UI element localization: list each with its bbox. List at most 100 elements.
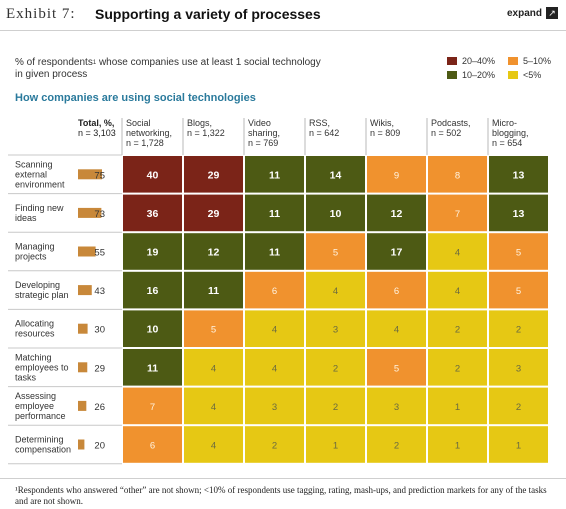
total-bar bbox=[78, 246, 96, 257]
heatmap-cell-value: 2 bbox=[333, 402, 338, 413]
heatmap-cell-value: 3 bbox=[516, 363, 521, 374]
heatmap-cell bbox=[305, 155, 366, 194]
heatmap-cell-value: 7 bbox=[455, 209, 460, 220]
heatmap-cell bbox=[427, 386, 488, 426]
heatmap-cell bbox=[244, 425, 305, 464]
column-header-label: n = 502 bbox=[431, 128, 461, 138]
heatmap-cell-value: 3 bbox=[333, 325, 338, 336]
heatmap-cell bbox=[244, 193, 305, 233]
expand-arrow-icon[interactable]: ↗ bbox=[546, 7, 558, 19]
row-label: Matching bbox=[15, 352, 52, 362]
row-label: environment bbox=[15, 179, 65, 189]
heatmap-cell bbox=[305, 386, 366, 426]
heatmap-cell bbox=[183, 425, 244, 464]
total-bar bbox=[78, 400, 87, 411]
heatmap-cell bbox=[244, 232, 305, 271]
row-label: Scanning bbox=[15, 159, 53, 169]
heatmap-cell-value: 4 bbox=[455, 248, 460, 259]
row-label: Allocating bbox=[15, 319, 54, 329]
column-header-label: Social bbox=[126, 118, 151, 128]
heatmap-cell bbox=[305, 309, 366, 348]
heatmap-cell bbox=[183, 270, 244, 310]
heatmap-cell bbox=[122, 309, 183, 348]
heatmap-cell-value: 11 bbox=[269, 208, 280, 220]
column-header-label: Micro- bbox=[492, 118, 517, 128]
heatmap-cell-value: 4 bbox=[455, 286, 460, 297]
heatmap-cell-value: 5 bbox=[516, 286, 521, 297]
heatmap-cell-value: 29 bbox=[208, 169, 220, 181]
total-value: 30 bbox=[94, 325, 105, 336]
column-header-label: n = 769 bbox=[248, 138, 278, 148]
heatmap-cell bbox=[183, 348, 244, 387]
heatmap-cell-value: 4 bbox=[211, 441, 216, 452]
total-bar bbox=[78, 362, 88, 373]
heatmap-cell bbox=[366, 348, 427, 387]
heatmap-cell bbox=[183, 232, 244, 271]
heatmap-cell-value: 40 bbox=[147, 169, 159, 181]
heatmap-cell bbox=[488, 386, 549, 426]
row-label: Finding new bbox=[15, 203, 64, 213]
total-value: 43 bbox=[94, 286, 105, 297]
legend-label: 20–40% bbox=[462, 56, 496, 66]
row-label: performance bbox=[15, 411, 66, 421]
heatmap-cell bbox=[488, 425, 549, 464]
heatmap-cell bbox=[244, 348, 305, 387]
heatmap-cell-value: 4 bbox=[394, 325, 399, 336]
total-value: 26 bbox=[94, 402, 105, 413]
chart-title: Supporting a variety of processes bbox=[95, 6, 321, 22]
heatmap-cell-value: 2 bbox=[455, 363, 460, 374]
row-label: Developing bbox=[15, 280, 60, 290]
heatmap-cell bbox=[183, 386, 244, 426]
row-label: Assessing bbox=[15, 391, 56, 401]
column-header-label: Podcasts, bbox=[431, 118, 471, 128]
heatmap-cell-value: 5 bbox=[333, 248, 338, 259]
heatmap-cell bbox=[122, 348, 183, 387]
total-bar bbox=[78, 207, 102, 218]
heatmap-cell-value: 4 bbox=[272, 325, 277, 336]
heatmap-cell-value: 11 bbox=[269, 247, 280, 259]
total-value: 75 bbox=[94, 170, 105, 181]
heatmap-cell bbox=[427, 309, 488, 348]
expand-button[interactable]: expand bbox=[506, 8, 542, 19]
column-header-label: n = 654 bbox=[492, 138, 522, 148]
total-value: 73 bbox=[94, 209, 105, 220]
row-label: tasks bbox=[15, 372, 37, 382]
total-bar bbox=[78, 169, 102, 180]
total-header-label: n = 3,103 bbox=[78, 128, 116, 138]
heatmap-cell-value: 1 bbox=[455, 441, 460, 452]
row-label: resources bbox=[15, 329, 55, 339]
heatmap-cell-value: 2 bbox=[455, 325, 460, 336]
legend-label: <5% bbox=[523, 70, 542, 80]
exhibit-label: Exhibit 7: bbox=[6, 6, 76, 22]
heatmap-cell bbox=[427, 348, 488, 387]
column-header-label: sharing, bbox=[248, 128, 280, 138]
heatmap-cell-value: 4 bbox=[272, 363, 277, 374]
column-header-label: Video bbox=[248, 118, 271, 128]
row-label: ideas bbox=[15, 213, 37, 223]
heatmap-cell bbox=[244, 155, 305, 194]
row-label: compensation bbox=[15, 445, 71, 455]
heatmap-cell bbox=[488, 270, 549, 310]
heatmap-cell bbox=[183, 155, 244, 194]
heatmap-cell-value: 2 bbox=[516, 402, 521, 413]
heatmap-cell bbox=[305, 348, 366, 387]
heatmap-cell-value: 2 bbox=[516, 325, 521, 336]
column-header-label: RSS, bbox=[309, 118, 330, 128]
heatmap-cell-value: 5 bbox=[394, 363, 399, 374]
heatmap-cell bbox=[488, 232, 549, 271]
heatmap-cell bbox=[366, 193, 427, 233]
column-header-label: networking, bbox=[126, 128, 172, 138]
heatmap-cell bbox=[427, 193, 488, 233]
heatmap-cell-value: 19 bbox=[147, 247, 159, 259]
heatmap-cell-value: 16 bbox=[147, 285, 159, 297]
heatmap-cell-value: 1 bbox=[455, 402, 460, 413]
heatmap-cell-value: 2 bbox=[272, 441, 277, 452]
heatmap-cell bbox=[122, 193, 183, 233]
heatmap-cell-value: 5 bbox=[516, 248, 521, 259]
heatmap-cell bbox=[366, 232, 427, 271]
column-header-label: Blogs, bbox=[187, 118, 212, 128]
heatmap-cell bbox=[305, 232, 366, 271]
section-title: How companies are using social technolog… bbox=[15, 92, 256, 104]
heatmap-cell-value: 10 bbox=[330, 208, 342, 220]
heatmap-cell bbox=[244, 270, 305, 310]
